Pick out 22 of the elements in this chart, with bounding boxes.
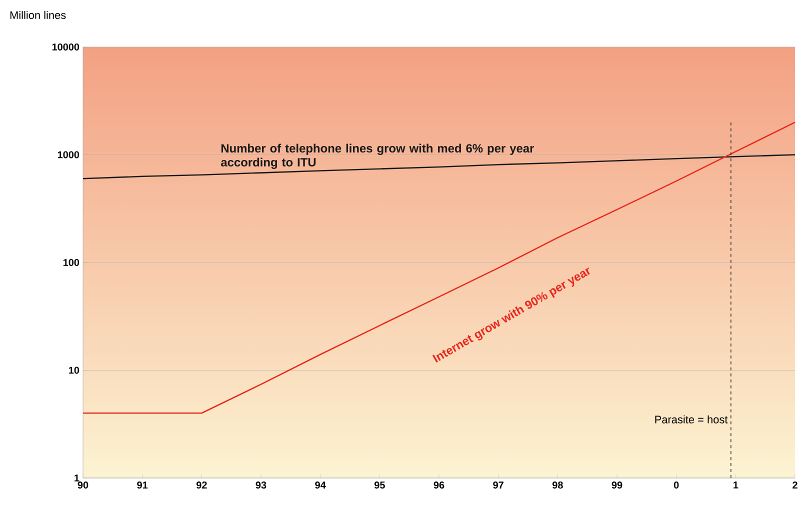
series-label: Number of telephone lines grow with med 6% per year according to ITU — [221, 144, 534, 169]
x-tick-label: 91 — [137, 482, 148, 489]
x-tick-label: 93 — [256, 482, 266, 489]
x-tick-label: 1 — [734, 482, 738, 488]
x-tick-label: 99 — [612, 482, 622, 489]
x-tick-label: 95 — [374, 482, 385, 489]
y-tick-label: 1000 — [58, 151, 80, 158]
x-tick-label: 98 — [552, 482, 563, 489]
ref-line-label: Parasite = host — [655, 415, 728, 424]
x-tick-label: 92 — [196, 482, 207, 489]
y-tick-label: 100 — [63, 258, 80, 266]
x-tick-label: 90 — [78, 482, 88, 489]
line-series — [82, 154, 796, 180]
y-tick-label: 10 — [69, 366, 80, 374]
x-tick-label: 96 — [434, 482, 444, 489]
x-tick-label: 94 — [315, 482, 326, 489]
y-axis-title: Million lines — [10, 10, 66, 20]
x-tick-label: 0 — [674, 482, 679, 489]
y-tick-label: 1 — [74, 474, 80, 482]
x-tick-label: 97 — [493, 482, 504, 489]
y-tick-label: 10000 — [52, 43, 80, 51]
x-tick-label: 2 — [792, 482, 798, 488]
